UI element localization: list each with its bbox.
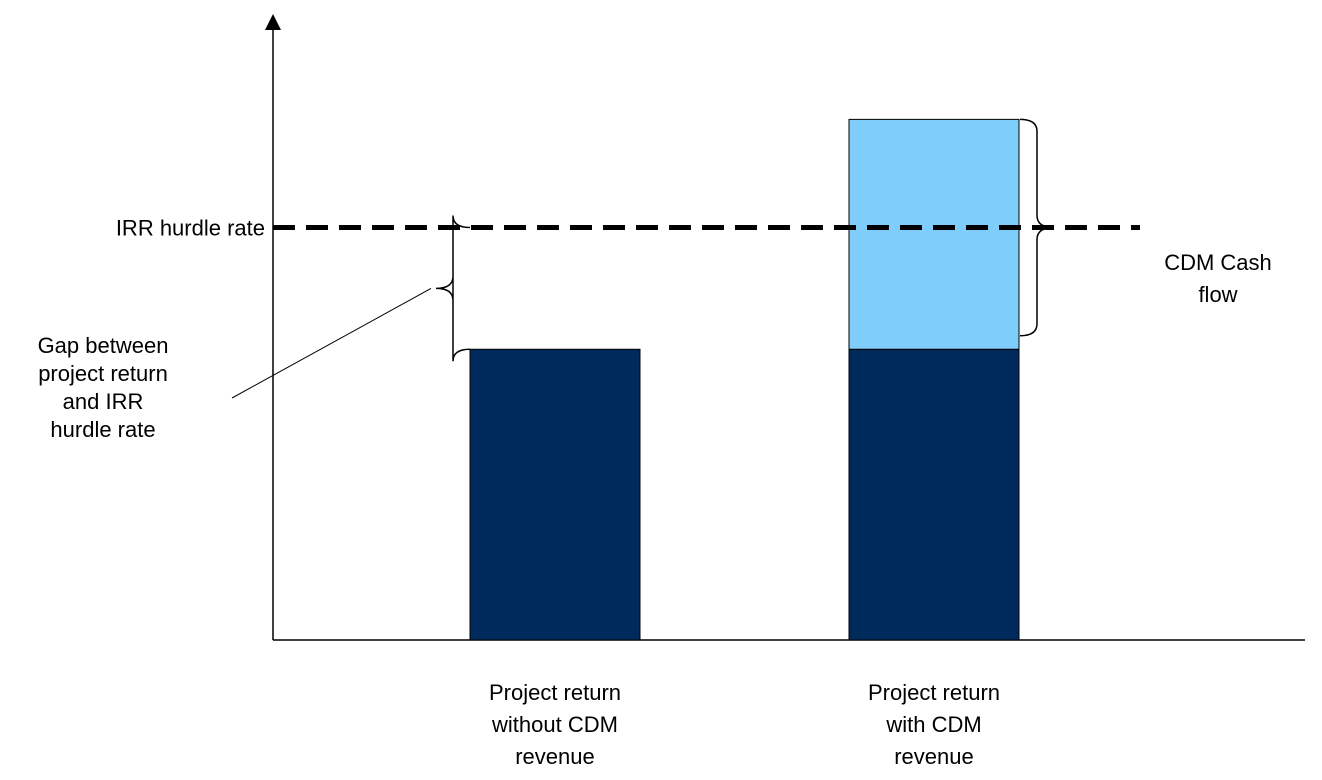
x-tick-label-1: Project return with CDM revenue [868, 680, 1000, 769]
gap-label: Gap between project return and IRR hurdle r… [38, 333, 169, 442]
bars [469, 118, 1020, 641]
bar-segment-0-1 [848, 348, 1020, 641]
cdm-cash-flow-label: CDM Cash flow [1164, 250, 1272, 307]
x-tick-labels: Project return without CDM revenue Project … [489, 680, 1000, 769]
y-axis-arrow [265, 14, 281, 30]
bar-segment-0-0 [469, 348, 641, 641]
reference-line-group: IRR hurdle rate [116, 216, 1140, 241]
axes [265, 14, 1305, 641]
reference-line-label: IRR hurdle rate [116, 216, 265, 241]
bar-segment-1-1 [848, 118, 1020, 350]
gap-brace [435, 215, 471, 362]
gap-leader-line [231, 287, 432, 399]
cdm-cash-flow-brace [1019, 118, 1055, 337]
x-tick-label-0: Project return without CDM revenue [489, 680, 621, 769]
brace-annotations: Gap between project return and IRR hurdle r… [38, 118, 1272, 442]
